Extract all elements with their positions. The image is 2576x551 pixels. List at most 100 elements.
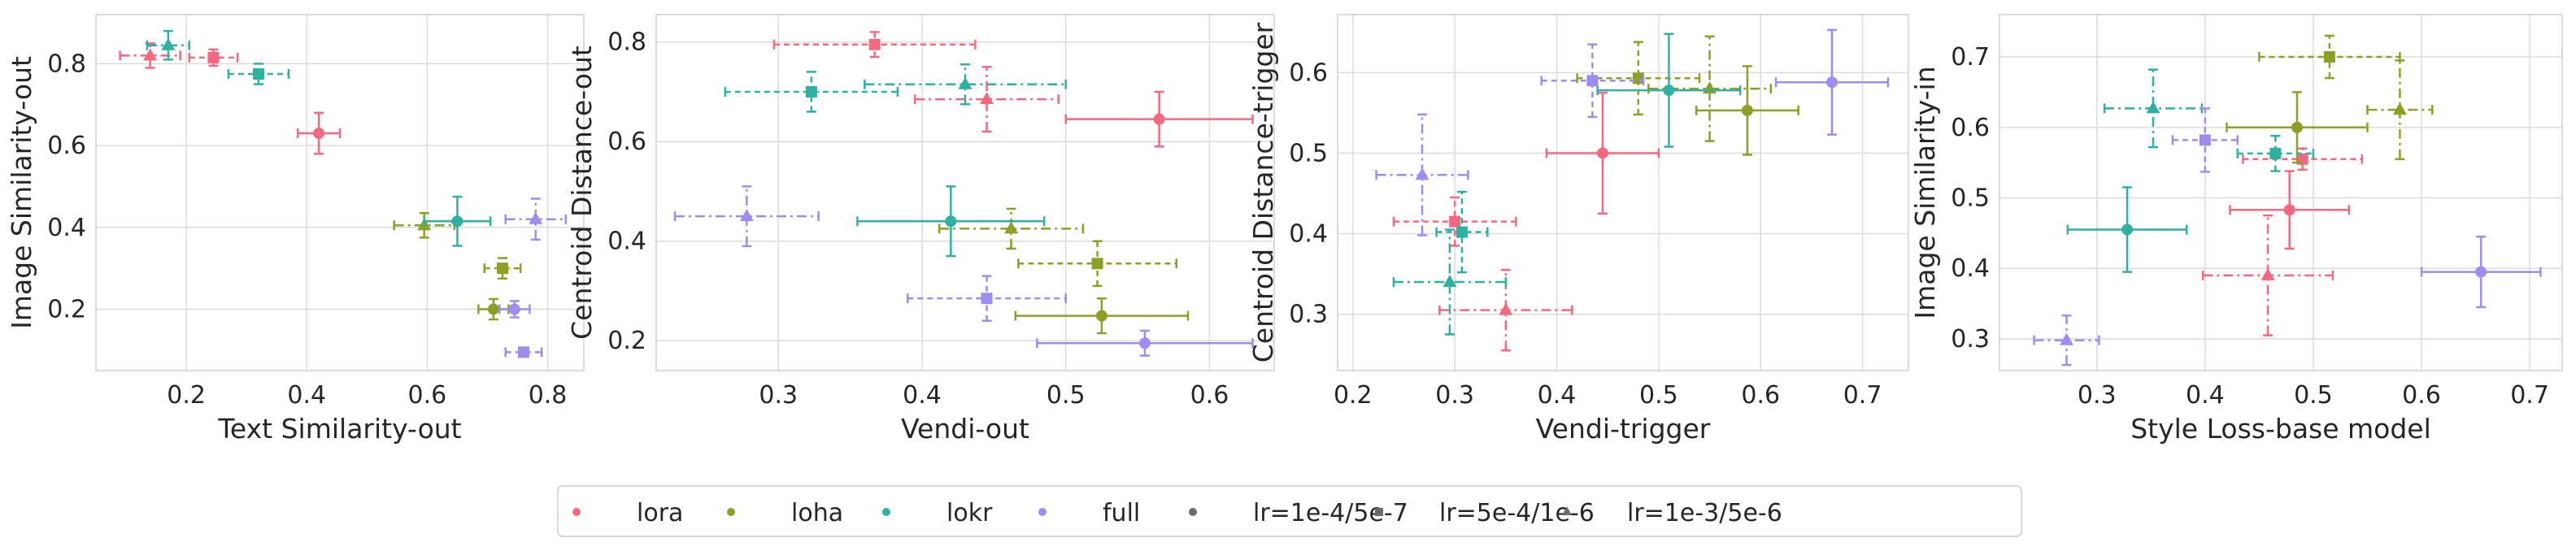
legend-marker [727, 508, 735, 516]
data-point-full-triangle [504, 197, 568, 241]
data-point-full-square [2171, 107, 2239, 173]
legend-label: lora [637, 499, 683, 527]
x-tick-label: 0.3 [759, 381, 798, 410]
x-tick-label: 0.6 [1741, 381, 1780, 410]
x-tick-label: 0.7 [2510, 381, 2549, 410]
marker [1449, 215, 1461, 228]
y-tick-label: 0.4 [607, 228, 646, 256]
data-point-loha-triangle [2366, 59, 2434, 161]
data-point-lora-circle [1545, 91, 1660, 215]
marker [1456, 226, 1468, 238]
x-tick-label: 0.6 [2402, 381, 2441, 410]
legend-label: full [1103, 499, 1140, 527]
x-axis-label: Text Similarity-out [217, 413, 461, 445]
marker [2323, 51, 2335, 63]
data-point-full-triangle [673, 185, 820, 248]
legend-frame [557, 485, 2022, 537]
data-point-lokr-circle [2066, 186, 2188, 273]
plot-frame [1999, 14, 2563, 371]
marker [1596, 147, 1608, 159]
data-point-full-circle [1036, 329, 1254, 357]
x-tick-label: 0.6 [408, 381, 447, 410]
data-point-lokr-square [227, 63, 290, 85]
legend-marker [882, 508, 890, 516]
plot-area [1999, 15, 2562, 371]
y-tick-label: 0.6 [1951, 114, 1990, 142]
x-tick-label: 0.5 [1046, 381, 1086, 410]
legend-label: lr=5e-4/1e-6 [1439, 499, 1595, 527]
y-tick-label: 0.7 [1951, 43, 1990, 72]
data-point-lokr-square [2236, 134, 2315, 172]
data-point-lokr-square [1435, 190, 1489, 274]
legend-entry-lokr: lokr [882, 499, 993, 527]
marker [207, 51, 220, 63]
y-axis-label: Image Similarity-out [6, 56, 37, 329]
y-tick-label: 0.8 [47, 50, 86, 78]
marker [517, 346, 529, 358]
marker [1415, 167, 1429, 180]
marker [2283, 204, 2295, 216]
legend-entry-lr-1e-3-5e-6: lr=1e-3/5e-6 [1562, 499, 1782, 527]
plot-frame [95, 14, 585, 371]
marker [1825, 76, 1838, 89]
data-point-lora-circle [2229, 170, 2351, 250]
data-point-full-triangle [2033, 315, 2100, 367]
data-point-lokr-triangle [1392, 228, 1508, 336]
x-tick-label: 0.8 [529, 381, 568, 410]
x-tick-label: 0.3 [1435, 381, 1474, 410]
data-point-full-square [1540, 43, 1645, 119]
marker [1499, 302, 1513, 315]
data-point-lokr-circle [423, 195, 492, 247]
marker [2261, 267, 2275, 280]
data-point-full-circle [1774, 28, 1890, 136]
marker [2269, 147, 2282, 159]
x-tick-label: 0.4 [1538, 381, 1577, 410]
plot-area [656, 15, 1274, 371]
y-tick-label: 0.3 [1951, 325, 1990, 354]
x-tick-label: 0.7 [1843, 381, 1882, 410]
plot-frame [1337, 14, 1909, 371]
marker [2475, 266, 2487, 278]
x-tick-label: 0.5 [2294, 381, 2333, 410]
legend-marker [1038, 508, 1046, 516]
marker [805, 85, 817, 98]
marker [497, 262, 508, 275]
x-tick-label: 0.6 [1190, 381, 1229, 410]
legend: lora loha lokr full lr=1e-4/5e-7 lr=5e-4/1e-6… [557, 485, 2022, 537]
marker [739, 209, 754, 222]
y-axis-label: Image Similarity-in [1909, 66, 1941, 319]
y-tick-label: 0.5 [1289, 139, 1328, 167]
marker [1095, 310, 1107, 322]
data-point-lora-circle [296, 111, 342, 155]
data-point-lokr-circle [1596, 33, 1742, 148]
legend-label: loha [791, 499, 843, 527]
data-point-lora-triangle [913, 66, 1060, 133]
marker [161, 37, 176, 50]
plot-frame [655, 14, 1275, 371]
x-tick-label: 0.3 [2078, 381, 2117, 410]
x-axis-label: Style Loss-base model [2130, 413, 2431, 445]
x-tick-label: 0.4 [287, 381, 326, 410]
chart-panel-1: 0.2 0.4 0.6 0.8 0.2 0.4 0.6 0.8 Text Similarity-… [6, 14, 585, 445]
legend-entry-full: full [1038, 499, 1140, 527]
x-tick-label: 0.2 [1334, 381, 1373, 410]
marker [253, 68, 264, 80]
marker [1442, 274, 1457, 287]
x-tick-label: 0.4 [903, 381, 942, 410]
x-tick-label: 0.5 [1639, 381, 1678, 410]
marker [2291, 121, 2303, 133]
marker [1741, 104, 1753, 116]
marker [143, 48, 158, 61]
marker [1091, 258, 1103, 270]
y-tick-label: 0.3 [1289, 301, 1328, 329]
marker [1632, 72, 1644, 85]
chart-panel-3: 0.2 0.3 0.4 0.5 0.6 0.7 0.3 0.4 0.5 0.6 Vendi-trig… [1247, 14, 1909, 445]
data-point-loha-square [1017, 240, 1178, 288]
data-point-loha-circle [477, 297, 510, 321]
legend-entry-lora: lora [572, 499, 683, 527]
marker [508, 303, 520, 315]
data-point-lora-square [188, 48, 239, 67]
data-point-full-triangle [1375, 113, 1469, 236]
y-tick-label: 0.4 [1951, 254, 1990, 283]
